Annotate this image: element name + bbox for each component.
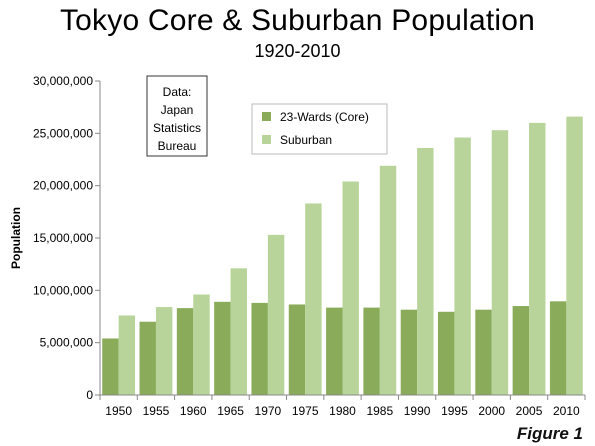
bar-suburban	[491, 130, 509, 395]
bars	[102, 116, 583, 395]
bar-suburban	[379, 165, 397, 395]
bar-core	[214, 301, 231, 395]
bar-core	[512, 306, 530, 395]
note-line: Bureau	[158, 139, 197, 153]
bar-suburban	[342, 181, 359, 395]
bar-suburban	[566, 116, 583, 395]
bar-suburban	[305, 203, 322, 395]
bar-core	[176, 308, 194, 395]
x-tick-label: 1955	[143, 404, 170, 418]
bar-suburban	[454, 137, 471, 395]
bar-core	[102, 338, 119, 395]
y-tick-label: 20,000,000	[33, 179, 93, 193]
y-axis-ticks: 0 5,000,000 10,000,000 15,000,000 20,000,000…	[33, 74, 100, 402]
note-line: Data:	[163, 85, 192, 99]
x-tick-label: 1965	[217, 404, 244, 418]
note-box-border	[146, 75, 208, 157]
bar-core	[475, 309, 492, 395]
y-tick-label: 25,000,000	[33, 126, 93, 140]
bar-core	[139, 321, 156, 395]
note-line: Japan	[161, 103, 194, 117]
x-tick-label: 1960	[180, 404, 207, 418]
legend-box	[251, 103, 388, 155]
x-tick-label: 1990	[404, 404, 431, 418]
legend-label-core: 23-Wards (Core)	[280, 110, 369, 124]
x-tick-label: 2005	[516, 404, 543, 418]
bar-core	[549, 301, 567, 395]
bar-suburban	[193, 294, 210, 395]
bar-core	[251, 302, 268, 395]
legend-swatch-core	[262, 112, 271, 121]
legend-swatch-suburban	[262, 135, 271, 144]
legend: 23-Wards (Core) Suburban	[251, 103, 388, 155]
bar-suburban	[230, 268, 247, 395]
x-tick-label: 2010	[553, 404, 580, 418]
bar-suburban	[529, 122, 546, 395]
bar-suburban	[118, 315, 136, 395]
bar-suburban	[155, 307, 173, 395]
bar-suburban	[417, 147, 434, 395]
y-tick-label: 0	[86, 388, 93, 402]
bar-core	[363, 307, 380, 395]
x-axis-ticks: 1950 1955 1960 1965 1970 1975 1980 1985 1990 1995…	[99, 395, 586, 418]
y-tick-label: 30,000,000	[33, 74, 93, 88]
chart-subtitle: 1920-2010	[254, 41, 341, 61]
y-tick-label: 15,000,000	[33, 231, 93, 245]
x-tick-label: 1985	[366, 404, 393, 418]
legend-label-suburban: Suburban	[280, 133, 332, 147]
data-source-note: Data: Japan Statistics Bureau	[146, 75, 208, 157]
x-tick-label: 1970	[255, 404, 282, 418]
y-tick-label: 5,000,000	[40, 336, 94, 350]
y-tick-label: 10,000,000	[33, 283, 93, 297]
bar-core	[400, 309, 418, 395]
chart-title: Tokyo Core & Suburban Population	[59, 4, 536, 37]
x-tick-label: 1980	[329, 404, 356, 418]
figure-label: Figure 1	[516, 424, 583, 443]
bar-core	[326, 307, 343, 395]
x-tick-label: 1995	[441, 404, 468, 418]
x-tick-label: 1975	[292, 404, 319, 418]
bar-core	[438, 311, 455, 395]
y-axis-title: Population	[9, 207, 23, 269]
bar-core	[288, 304, 306, 395]
bar-suburban	[267, 234, 285, 395]
x-tick-label: 2000	[478, 404, 505, 418]
x-tick-label: 1950	[105, 404, 132, 418]
note-line: Statistics	[153, 121, 201, 135]
